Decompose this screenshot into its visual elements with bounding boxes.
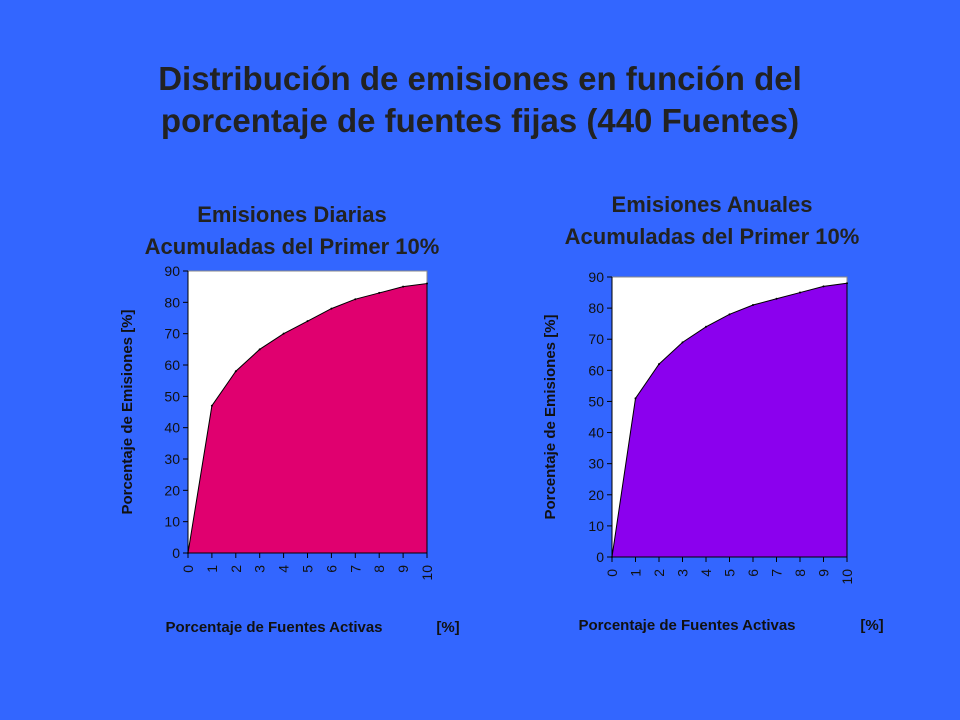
daily-y-tick-label: 80 — [164, 294, 180, 310]
daily-y-tick-label: 50 — [164, 388, 180, 404]
daily-x-tick-label: 5 — [300, 565, 316, 573]
annual-x-tick-label: 5 — [722, 569, 738, 577]
annual-x-tick-label: 8 — [792, 569, 808, 577]
annual-data-point — [846, 282, 848, 285]
annual-y-tick-label: 90 — [588, 269, 604, 285]
daily-data-point — [306, 320, 309, 323]
daily-y-tick-label: 70 — [164, 326, 180, 342]
annual-data-point — [634, 397, 637, 400]
annual-data-point — [681, 341, 684, 344]
annual-data-point — [822, 285, 825, 288]
annual-data-point — [799, 291, 801, 294]
daily-chart: Emisiones Diarias Acumuladas del Primer 1… — [119, 202, 460, 636]
annual-y-tick-label: 60 — [588, 362, 604, 378]
annual-x-tick-label: 10 — [839, 569, 855, 585]
annual-y-tick-label: 40 — [588, 425, 604, 441]
daily-x-tick-label: 8 — [371, 565, 387, 573]
annual-y-tick-label: 50 — [588, 393, 604, 409]
daily-x-tick-label: 7 — [347, 565, 363, 573]
daily-data-point — [354, 298, 357, 301]
daily-chart-title-line-1: Emisiones Diarias — [197, 202, 387, 227]
daily-x-tick-label: 6 — [323, 565, 339, 573]
daily-y-tick-label: 30 — [164, 451, 180, 467]
annual-y-tick-label: 30 — [588, 456, 604, 472]
annual-data-point — [658, 363, 660, 366]
page-title-line-1: Distribución de emisiones en función del — [158, 60, 802, 97]
annual-chart-title-line-2: Acumuladas del Primer 10% — [565, 224, 860, 249]
annual-y-tick-label: 0 — [596, 549, 604, 565]
daily-data-point — [330, 307, 333, 310]
daily-x-tick-label: 10 — [419, 565, 435, 581]
annual-x-axis-unit: [%] — [860, 617, 883, 634]
annual-x-tick-label: 7 — [769, 569, 785, 577]
annual-data-point — [728, 313, 731, 316]
annual-y-tick-label: 20 — [588, 487, 604, 503]
daily-y-tick-label: 0 — [172, 545, 180, 561]
daily-x-tick-label: 4 — [276, 565, 292, 573]
annual-x-tick-label: 3 — [675, 569, 691, 577]
daily-y-tick-label: 60 — [164, 357, 180, 373]
daily-data-point — [258, 348, 261, 351]
daily-y-axis-label: Porcentaje de Emisiones [%] — [119, 309, 136, 514]
page-title-line-2: porcentaje de fuentes fijas (440 Fuentes… — [160, 102, 800, 139]
annual-x-tick-label: 9 — [816, 569, 832, 577]
page-title: Distribución de emisiones en función del… — [0, 58, 960, 142]
annual-chart: Emisiones Anuales Acumuladas del Primer 1… — [542, 192, 884, 634]
annual-x-tick-label: 6 — [745, 569, 761, 577]
daily-data-point — [402, 285, 405, 288]
annual-chart-title-line-1: Emisiones Anuales — [612, 192, 813, 217]
daily-x-axis-label: Porcentaje de Fuentes Activas — [165, 619, 382, 636]
daily-data-point — [234, 370, 237, 373]
daily-y-tick-label: 10 — [164, 514, 180, 530]
annual-x-tick-label: 2 — [651, 569, 667, 577]
daily-data-point — [210, 404, 213, 407]
daily-chart-title-line-2: Acumuladas del Primer 10% — [145, 234, 440, 259]
daily-data-point — [282, 332, 285, 335]
annual-y-tick-label: 70 — [588, 331, 604, 347]
daily-y-tick-label: 90 — [164, 263, 180, 279]
daily-y-tick-label: 20 — [164, 482, 180, 498]
annual-data-point — [775, 297, 778, 300]
annual-y-tick-label: 10 — [588, 518, 604, 534]
daily-x-tick-label: 9 — [395, 565, 411, 573]
daily-y-tick-label: 40 — [164, 420, 180, 436]
daily-x-tick-label: 2 — [228, 565, 244, 573]
daily-data-point — [378, 291, 381, 294]
daily-x-axis-unit: [%] — [436, 619, 459, 636]
annual-x-tick-label: 4 — [698, 569, 714, 577]
daily-data-point — [426, 282, 428, 285]
annual-x-axis-label: Porcentaje de Fuentes Activas — [578, 617, 795, 634]
daily-x-tick-label: 1 — [204, 565, 220, 573]
annual-data-point — [705, 325, 707, 328]
daily-x-tick-label: 0 — [180, 565, 196, 573]
annual-x-tick-label: 1 — [628, 569, 644, 577]
annual-data-point — [752, 304, 754, 306]
annual-y-tick-label: 80 — [588, 300, 604, 316]
annual-x-tick-label: 0 — [604, 569, 620, 577]
annual-y-axis-label: Porcentaje de Emisiones [%] — [542, 314, 559, 519]
daily-x-tick-label: 3 — [252, 565, 268, 573]
